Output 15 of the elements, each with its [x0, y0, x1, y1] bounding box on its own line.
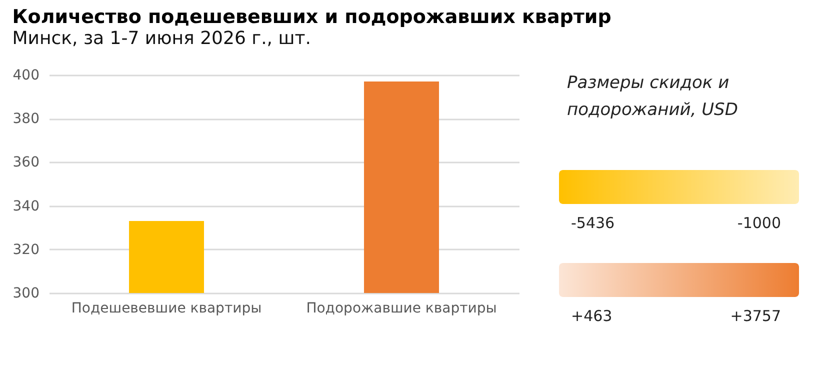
text: Размеры скидок и подорожаний, USD — [567, 73, 738, 120]
y-tick-label: 360 — [12, 154, 40, 171]
y-tick-label: 320 — [12, 242, 40, 258]
text: -1000 — [737, 214, 781, 232]
text: +3757 — [730, 307, 781, 325]
x-tick-label: Подешевевшие квартиры — [71, 300, 262, 316]
y-tick-label: 300 — [12, 286, 40, 302]
y-tick-label: 340 — [12, 198, 40, 214]
text: -5436 — [571, 214, 615, 232]
text: +463 — [571, 307, 612, 325]
chart-title: Количество подешевевших и подорожавших квартир — [12, 6, 612, 28]
y-tick-label: 400 — [12, 68, 40, 84]
x-tick-label: Подорожавшие квартиры — [306, 300, 497, 316]
chart-subtitle: Минск, за 1-7 июня 2026 г., шт. — [12, 28, 311, 49]
y-tick-label: 380 — [12, 111, 40, 128]
